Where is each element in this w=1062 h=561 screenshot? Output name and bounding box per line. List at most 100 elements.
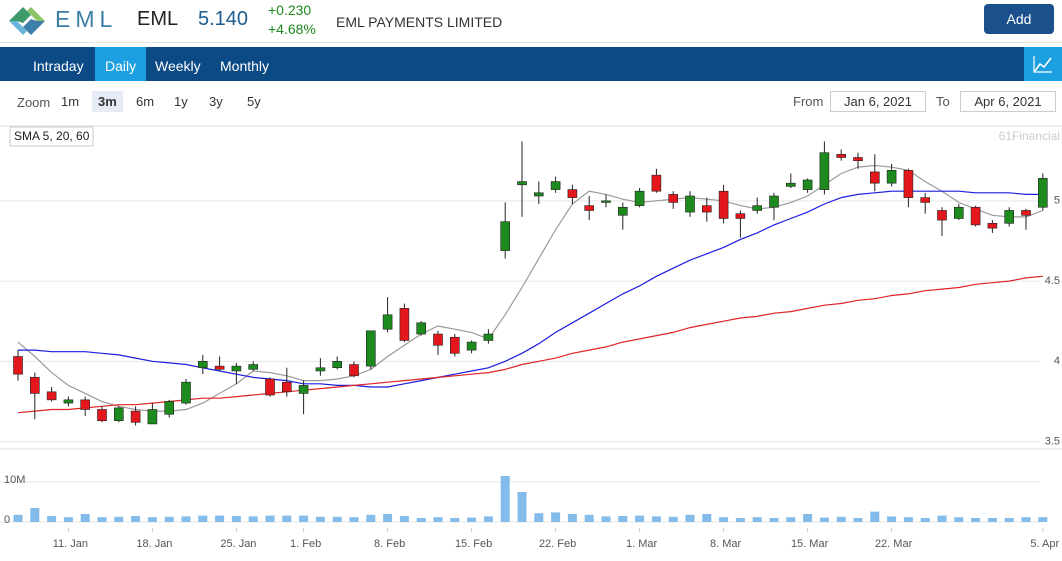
candle-body <box>164 401 174 415</box>
logo-mark <box>9 7 45 35</box>
candle-body <box>198 361 208 369</box>
candle-body <box>668 194 679 203</box>
volume-bar <box>399 516 409 522</box>
candle-body <box>315 367 326 372</box>
volume-bar <box>30 508 40 522</box>
to-date[interactable]: Apr 6, 2021 <box>960 91 1056 112</box>
tab[interactable]: Weekly <box>155 58 201 74</box>
period-tabs: Intraday Daily Weekly Monthly <box>0 47 1062 81</box>
candle-body <box>281 381 292 393</box>
candle-body <box>869 171 880 184</box>
zoom-button[interactable]: 6m <box>136 94 155 109</box>
candle-body <box>819 152 830 190</box>
volume-bar <box>937 515 947 522</box>
volume-bar <box>467 517 477 522</box>
candle-body <box>685 195 695 213</box>
candle-body <box>920 197 931 203</box>
tab[interactable]: Daily <box>95 47 147 81</box>
x-tick-label: 1. Feb <box>290 538 321 550</box>
candle-body <box>651 174 662 192</box>
y-tick-label: 3.5 <box>1045 435 1060 447</box>
candle-body <box>584 205 595 211</box>
zoom-button[interactable]: 5y <box>247 94 261 109</box>
volume-bar <box>735 518 745 522</box>
legend-box <box>9 126 94 147</box>
header: EML EML 5.140 +0.230 +4.68% EML PAYMENTS… <box>0 0 1062 43</box>
candle-body <box>1004 210 1015 224</box>
candle-body <box>114 407 124 422</box>
volume-bar <box>80 514 90 522</box>
volume-bar <box>500 476 510 522</box>
zoom-button[interactable]: 1y <box>174 94 188 109</box>
zoom-button[interactable]: 1m <box>61 94 80 109</box>
volume-bar <box>47 516 57 522</box>
candle-body <box>97 409 107 422</box>
candle-body <box>937 210 947 221</box>
volume-bar <box>349 517 359 522</box>
chart: 3.5 4 4.5 5 0 10M 11. Jan 18. Jan 25. Jan 1. Feb 8… <box>0 125 1062 550</box>
x-tick-label: 18. Jan <box>136 538 172 550</box>
volume-bar <box>920 518 930 522</box>
add-button[interactable]: Add <box>984 4 1054 34</box>
volume-bar <box>971 518 981 522</box>
volume-bar <box>803 514 813 522</box>
volume-bar <box>332 516 342 522</box>
candle-body <box>987 223 998 229</box>
candle-body <box>265 378 275 396</box>
logo-text: EML <box>55 6 118 32</box>
volume-bar <box>433 517 443 522</box>
change: +0.230 <box>268 2 312 18</box>
zoom-button[interactable]: 3m <box>92 91 123 112</box>
candle-body <box>853 157 863 162</box>
y-tick-label: 4 <box>1054 355 1060 367</box>
sma-line <box>18 190 1043 388</box>
legend-label: SMA 5, 20, 60 <box>14 129 90 143</box>
volume-bar <box>450 518 460 522</box>
zoom-button[interactable]: 3y <box>209 94 223 109</box>
volume-bar <box>1038 517 1048 522</box>
tab[interactable]: Intraday <box>33 58 84 74</box>
candle-body <box>567 189 578 198</box>
volume-bar <box>719 517 729 522</box>
volume-tick-label: 0 <box>4 514 10 526</box>
x-tick-label: 25. Jan <box>220 538 256 550</box>
price: 5.140 <box>198 8 249 30</box>
volume-bar <box>534 513 544 522</box>
candle-body <box>466 341 477 351</box>
y-tick-label: 5 <box>1054 195 1060 207</box>
candle-body <box>433 333 443 346</box>
volume-bar <box>551 512 561 522</box>
x-tick-label: 1. Mar <box>626 538 658 550</box>
candle-body <box>601 200 611 203</box>
candle-body <box>836 153 847 158</box>
volume-bar <box>299 515 309 522</box>
candle-body <box>1038 178 1048 208</box>
volume-bar <box>164 516 174 522</box>
volume-bar <box>752 517 762 522</box>
volume-bar <box>97 517 107 522</box>
volume-bar <box>635 515 645 522</box>
x-tick-label: 5. Apr <box>1030 538 1059 550</box>
volume-bar <box>618 516 628 522</box>
candle-body <box>13 356 23 375</box>
volume-bar <box>265 515 275 522</box>
volume-bar <box>786 517 796 522</box>
candle-body <box>332 361 343 369</box>
candle-body <box>718 190 729 219</box>
volume-bar <box>702 514 712 522</box>
from-date[interactable]: Jan 6, 2021 <box>830 91 926 112</box>
candle-body <box>550 181 561 190</box>
volume-bar <box>870 511 880 522</box>
company-name: EML PAYMENTS LIMITED <box>336 14 503 30</box>
volume-bar <box>987 518 997 522</box>
candle-body <box>399 308 410 341</box>
tab[interactable]: Monthly <box>220 58 270 74</box>
volume-bar <box>248 516 258 522</box>
candle-body <box>785 182 796 187</box>
x-tick-label: 11. Jan <box>53 538 88 550</box>
zoom-bar: Zoom 1m 3m 6m 1y 3y 5y From Jan 6, 2021 To Apr 6, … <box>0 88 1062 116</box>
volume-bar <box>416 518 426 522</box>
chart-type-button[interactable] <box>1024 47 1062 81</box>
volume-bar <box>13 514 23 522</box>
